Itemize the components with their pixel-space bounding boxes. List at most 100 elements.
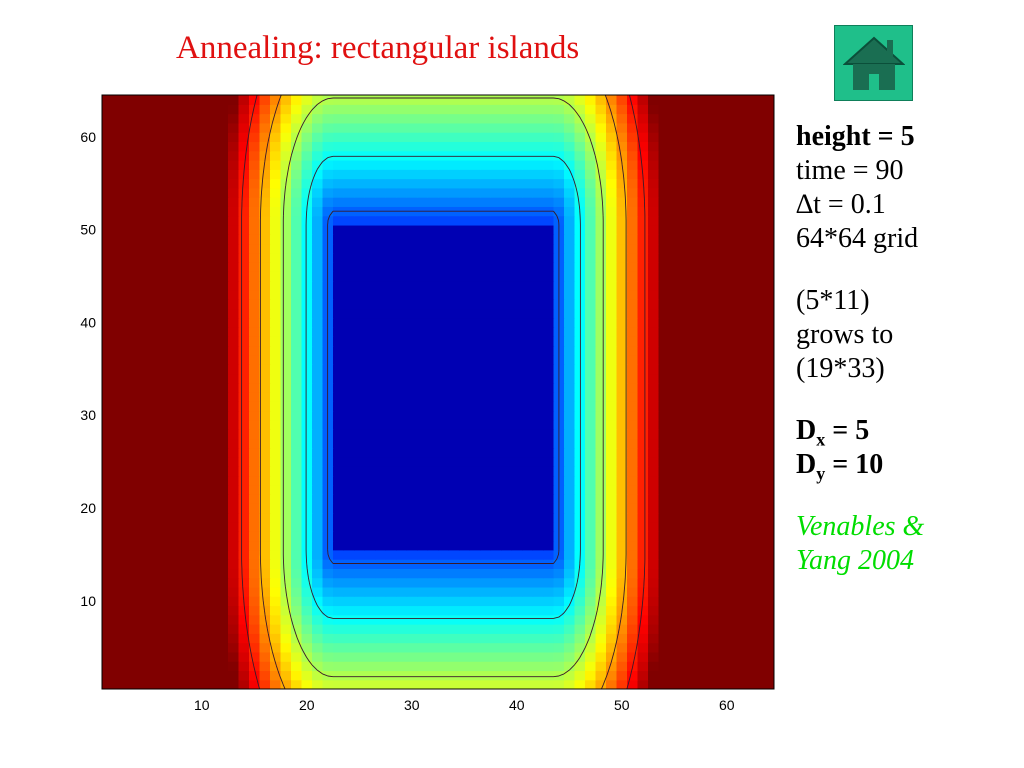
heatmap-cell [679, 95, 691, 105]
heatmap-cell [280, 104, 292, 115]
heatmap-cell [574, 104, 586, 115]
heatmap-cell [249, 178, 261, 189]
heatmap-cell [595, 169, 607, 180]
heatmap-cell [669, 447, 681, 458]
heatmap-cell [522, 466, 534, 477]
heatmap-cell [742, 679, 754, 689]
heatmap-cell [291, 187, 303, 198]
heatmap-cell [385, 113, 397, 124]
heatmap-cell [469, 299, 481, 310]
heatmap-cell [543, 670, 555, 681]
heatmap-cell [354, 605, 366, 616]
heatmap-cell [343, 373, 355, 384]
heatmap-cell [249, 364, 261, 375]
heatmap-cell [259, 456, 271, 467]
heatmap-cell [616, 104, 628, 115]
heatmap-cell [375, 549, 387, 560]
heatmap-cell [165, 679, 177, 689]
heatmap-cell [207, 531, 219, 542]
heatmap-cell [553, 651, 565, 662]
heatmap-cell [763, 252, 774, 263]
heatmap-cell [585, 262, 597, 272]
heatmap-cell [763, 401, 774, 412]
heatmap-cell [469, 605, 481, 616]
heatmap-cell [165, 494, 177, 504]
heatmap-cell [480, 159, 492, 170]
heatmap-cell [291, 549, 303, 560]
heatmap-cell [291, 364, 303, 375]
heatmap-cell [259, 577, 271, 588]
heatmap-cell [753, 429, 765, 440]
heatmap-cell [522, 187, 534, 198]
heatmap-cell [679, 104, 691, 115]
heatmap-cell [448, 577, 460, 588]
heatmap-cell [165, 633, 177, 644]
heatmap-cell [627, 206, 639, 217]
heatmap-cell [522, 559, 534, 569]
heatmap-cell [711, 197, 723, 207]
heatmap-cell [133, 475, 145, 486]
heatmap-cell [616, 95, 628, 105]
heatmap-cell [753, 95, 765, 105]
heatmap-cell [385, 438, 397, 449]
heatmap-cell [417, 122, 429, 133]
heatmap-cell [207, 104, 219, 115]
heatmap-cell [291, 132, 303, 143]
heatmap-cell [186, 150, 198, 161]
heatmap-cell [133, 642, 145, 653]
heatmap-cell [522, 568, 534, 579]
heatmap-cell [679, 670, 691, 681]
heatmap-cell [658, 373, 670, 384]
heatmap-cell [595, 475, 607, 486]
heatmap-cell [469, 475, 481, 486]
heatmap-cell [427, 299, 439, 310]
heatmap-cell [112, 113, 124, 124]
heatmap-cell [175, 243, 187, 254]
heatmap-cell [270, 429, 282, 440]
heatmap-cell [564, 429, 576, 440]
heatmap-cell [595, 345, 607, 356]
heatmap-cell [669, 113, 681, 124]
heatmap-cell [606, 317, 618, 328]
heatmap-cell [322, 596, 334, 607]
heatmap-cell [280, 271, 292, 282]
heatmap-cell [711, 289, 723, 300]
heatmap-cell [522, 521, 534, 532]
heatmap-cell [616, 262, 628, 272]
heatmap-cell [511, 364, 523, 375]
heatmap-cell [700, 382, 712, 393]
heatmap-cell [291, 327, 303, 337]
heatmap-cell [595, 392, 607, 402]
heatmap-cell [207, 586, 219, 597]
heatmap-cell [438, 642, 450, 653]
heatmap-cell [112, 308, 124, 319]
heatmap-cell [291, 280, 303, 291]
heatmap-cell [364, 503, 376, 514]
heatmap-cell [616, 373, 628, 384]
heatmap-cell [448, 224, 460, 235]
heatmap-cell [427, 484, 439, 495]
heatmap-cell [448, 419, 460, 430]
heatmap-cell [480, 540, 492, 551]
heatmap-cell [690, 234, 702, 245]
heatmap-cell [595, 364, 607, 375]
heatmap-cell [742, 206, 754, 217]
heatmap-cell [459, 559, 471, 569]
heatmap-cell [490, 159, 502, 170]
home-button[interactable] [834, 25, 913, 101]
heatmap-cell [711, 503, 723, 514]
heatmap-cell [270, 633, 282, 644]
heatmap-cell [249, 234, 261, 245]
heatmap-cell [438, 336, 450, 347]
heatmap-cell [123, 559, 135, 569]
heatmap-cell [144, 122, 156, 133]
heatmap-cell [637, 197, 649, 207]
heatmap-cell [270, 382, 282, 393]
heatmap-cell [144, 484, 156, 495]
heatmap-cell [637, 540, 649, 551]
heatmap-cell [669, 661, 681, 672]
heatmap-cell [574, 178, 586, 189]
heatmap-cell [763, 132, 774, 143]
heatmap-cell [354, 234, 366, 245]
heatmap-cell [532, 670, 544, 681]
